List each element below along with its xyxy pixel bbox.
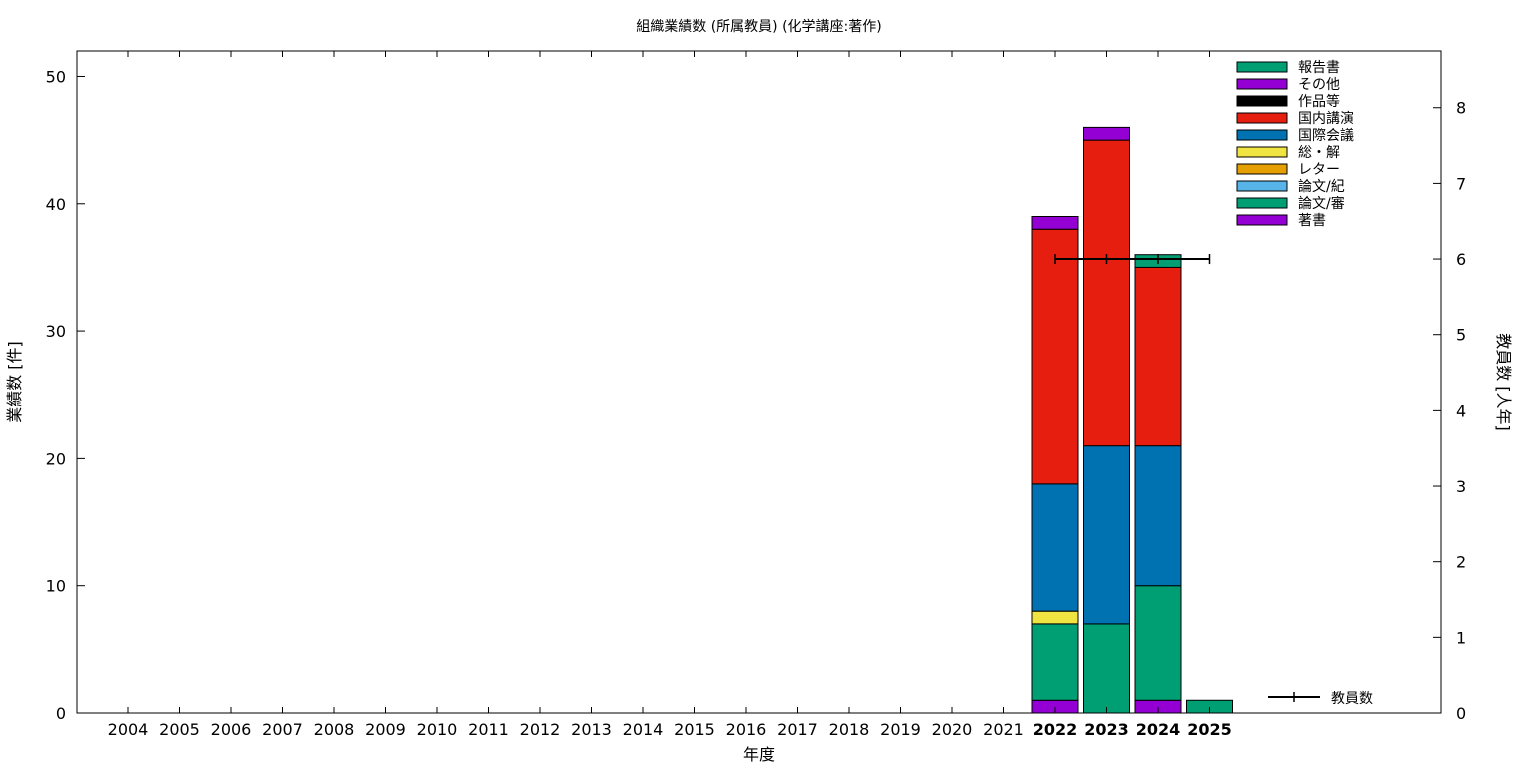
x-tick-label: 2023 [1084, 720, 1129, 739]
legend-swatch [1236, 61, 1288, 73]
x-tick-labels: 2004 2005 2006 2007 2008 2009 2010 2011 2012 2013… [108, 720, 1232, 739]
y2-tick-label: 8 [1456, 99, 1466, 118]
y-tick-labels: 0 10 20 30 40 50 [46, 67, 66, 723]
legend-label: 国際会議 [1298, 127, 1354, 144]
x-tick-label: 2012 [520, 720, 561, 739]
x-tick-label: 2006 [211, 720, 252, 739]
legend-swatch [1236, 197, 1288, 209]
line-legend: 教員数 [1268, 691, 1373, 707]
x-tick-label: 2022 [1033, 720, 1078, 739]
bar-2022-s4 [1031, 610, 1079, 625]
y2-tick-label: 7 [1456, 174, 1466, 193]
y-tick-label: 50 [46, 67, 66, 86]
legend-swatch [1236, 95, 1288, 107]
bar-2024-s6 [1134, 266, 1182, 447]
bar-2023-s6 [1083, 139, 1130, 447]
line-legend-label: 教員数 [1331, 691, 1373, 707]
legend-label: 報告書 [1298, 60, 1340, 76]
y-tick-label: 20 [46, 449, 66, 468]
legend-label: その他 [1298, 77, 1340, 93]
bar-2023-s5 [1083, 445, 1130, 625]
y2-tick-label: 4 [1456, 401, 1466, 420]
legend-swatch [1236, 78, 1288, 90]
plot-area [76, 50, 1442, 714]
x-tick-label: 2010 [417, 720, 458, 739]
legend-swatch [1236, 129, 1288, 141]
x-tick-label: 2017 [777, 720, 818, 739]
x-tick-label: 2024 [1136, 720, 1181, 739]
x-tick-label: 2020 [932, 720, 973, 739]
legend-label: 総・解 [1298, 145, 1340, 161]
y2-tick-label: 5 [1456, 326, 1466, 345]
faculty-line-group [1054, 254, 1211, 265]
x-tick-label: 2009 [365, 720, 406, 739]
x-tick-label: 2011 [468, 720, 509, 739]
legend-swatch [1236, 146, 1288, 158]
x-tick-label: 2015 [674, 720, 715, 739]
x-tick-label: 2019 [880, 720, 921, 739]
x-axis-label: 年度 [743, 745, 775, 764]
y2-tick-label: 0 [1456, 704, 1466, 723]
y-axis-label: 業績数 [件] [5, 341, 24, 423]
y2-tick-label: 1 [1456, 628, 1466, 647]
x-tick-label: 2004 [108, 720, 149, 739]
x-tick-label: 2025 [1187, 720, 1232, 739]
x-tick-label: 2008 [314, 720, 355, 739]
x-tick-label: 2013 [571, 720, 612, 739]
legend-label: 論文/紀 [1298, 179, 1345, 195]
legend-label: 作品等 [1298, 93, 1340, 110]
chart-title: 組織業績数 (所属教員) (化学講座:著作) [636, 19, 881, 35]
bar-2023-s1 [1083, 623, 1130, 714]
x-tick-label: 2016 [726, 720, 767, 739]
legend-swatch [1236, 163, 1288, 175]
x-tick-label: 2014 [623, 720, 664, 739]
bar-2024-s5 [1134, 445, 1182, 587]
y2-tick-label: 2 [1456, 553, 1466, 572]
y2-axis-label: 教員数 [人年] [1494, 333, 1513, 431]
y-tick-label: 10 [46, 577, 66, 596]
bar-2022-s6 [1031, 228, 1079, 485]
y2-tick-label: 6 [1456, 250, 1466, 269]
x-tick-label: 2007 [262, 720, 303, 739]
legend-swatch [1236, 214, 1288, 226]
legend-label: 論文/審 [1298, 196, 1345, 212]
ticks-group [77, 51, 1441, 714]
legend-swatch [1236, 112, 1288, 124]
x-tick-label: 2021 [983, 720, 1024, 739]
y-tick-label: 30 [46, 322, 66, 341]
bars-group [1031, 126, 1233, 714]
bar-2022-s1 [1031, 623, 1079, 701]
y-tick-label: 0 [56, 704, 66, 723]
bar-2022-s5 [1031, 483, 1079, 612]
x-tick-label: 2018 [829, 720, 870, 739]
legend-swatch [1236, 180, 1288, 192]
x-tick-label: 2005 [159, 720, 200, 739]
bar-2023-s8 [1083, 126, 1130, 141]
legend-label: 著書 [1298, 213, 1326, 229]
y2-tick-labels: 0 1 2 3 4 5 6 7 8 [1456, 99, 1466, 723]
bar-2024-s1 [1134, 585, 1182, 701]
legend-label: レター [1298, 162, 1340, 178]
bar-2022-s8 [1031, 216, 1079, 230]
y2-tick-label: 3 [1456, 477, 1466, 496]
legend-label: 国内講演 [1298, 111, 1354, 127]
y-tick-label: 40 [46, 195, 66, 214]
